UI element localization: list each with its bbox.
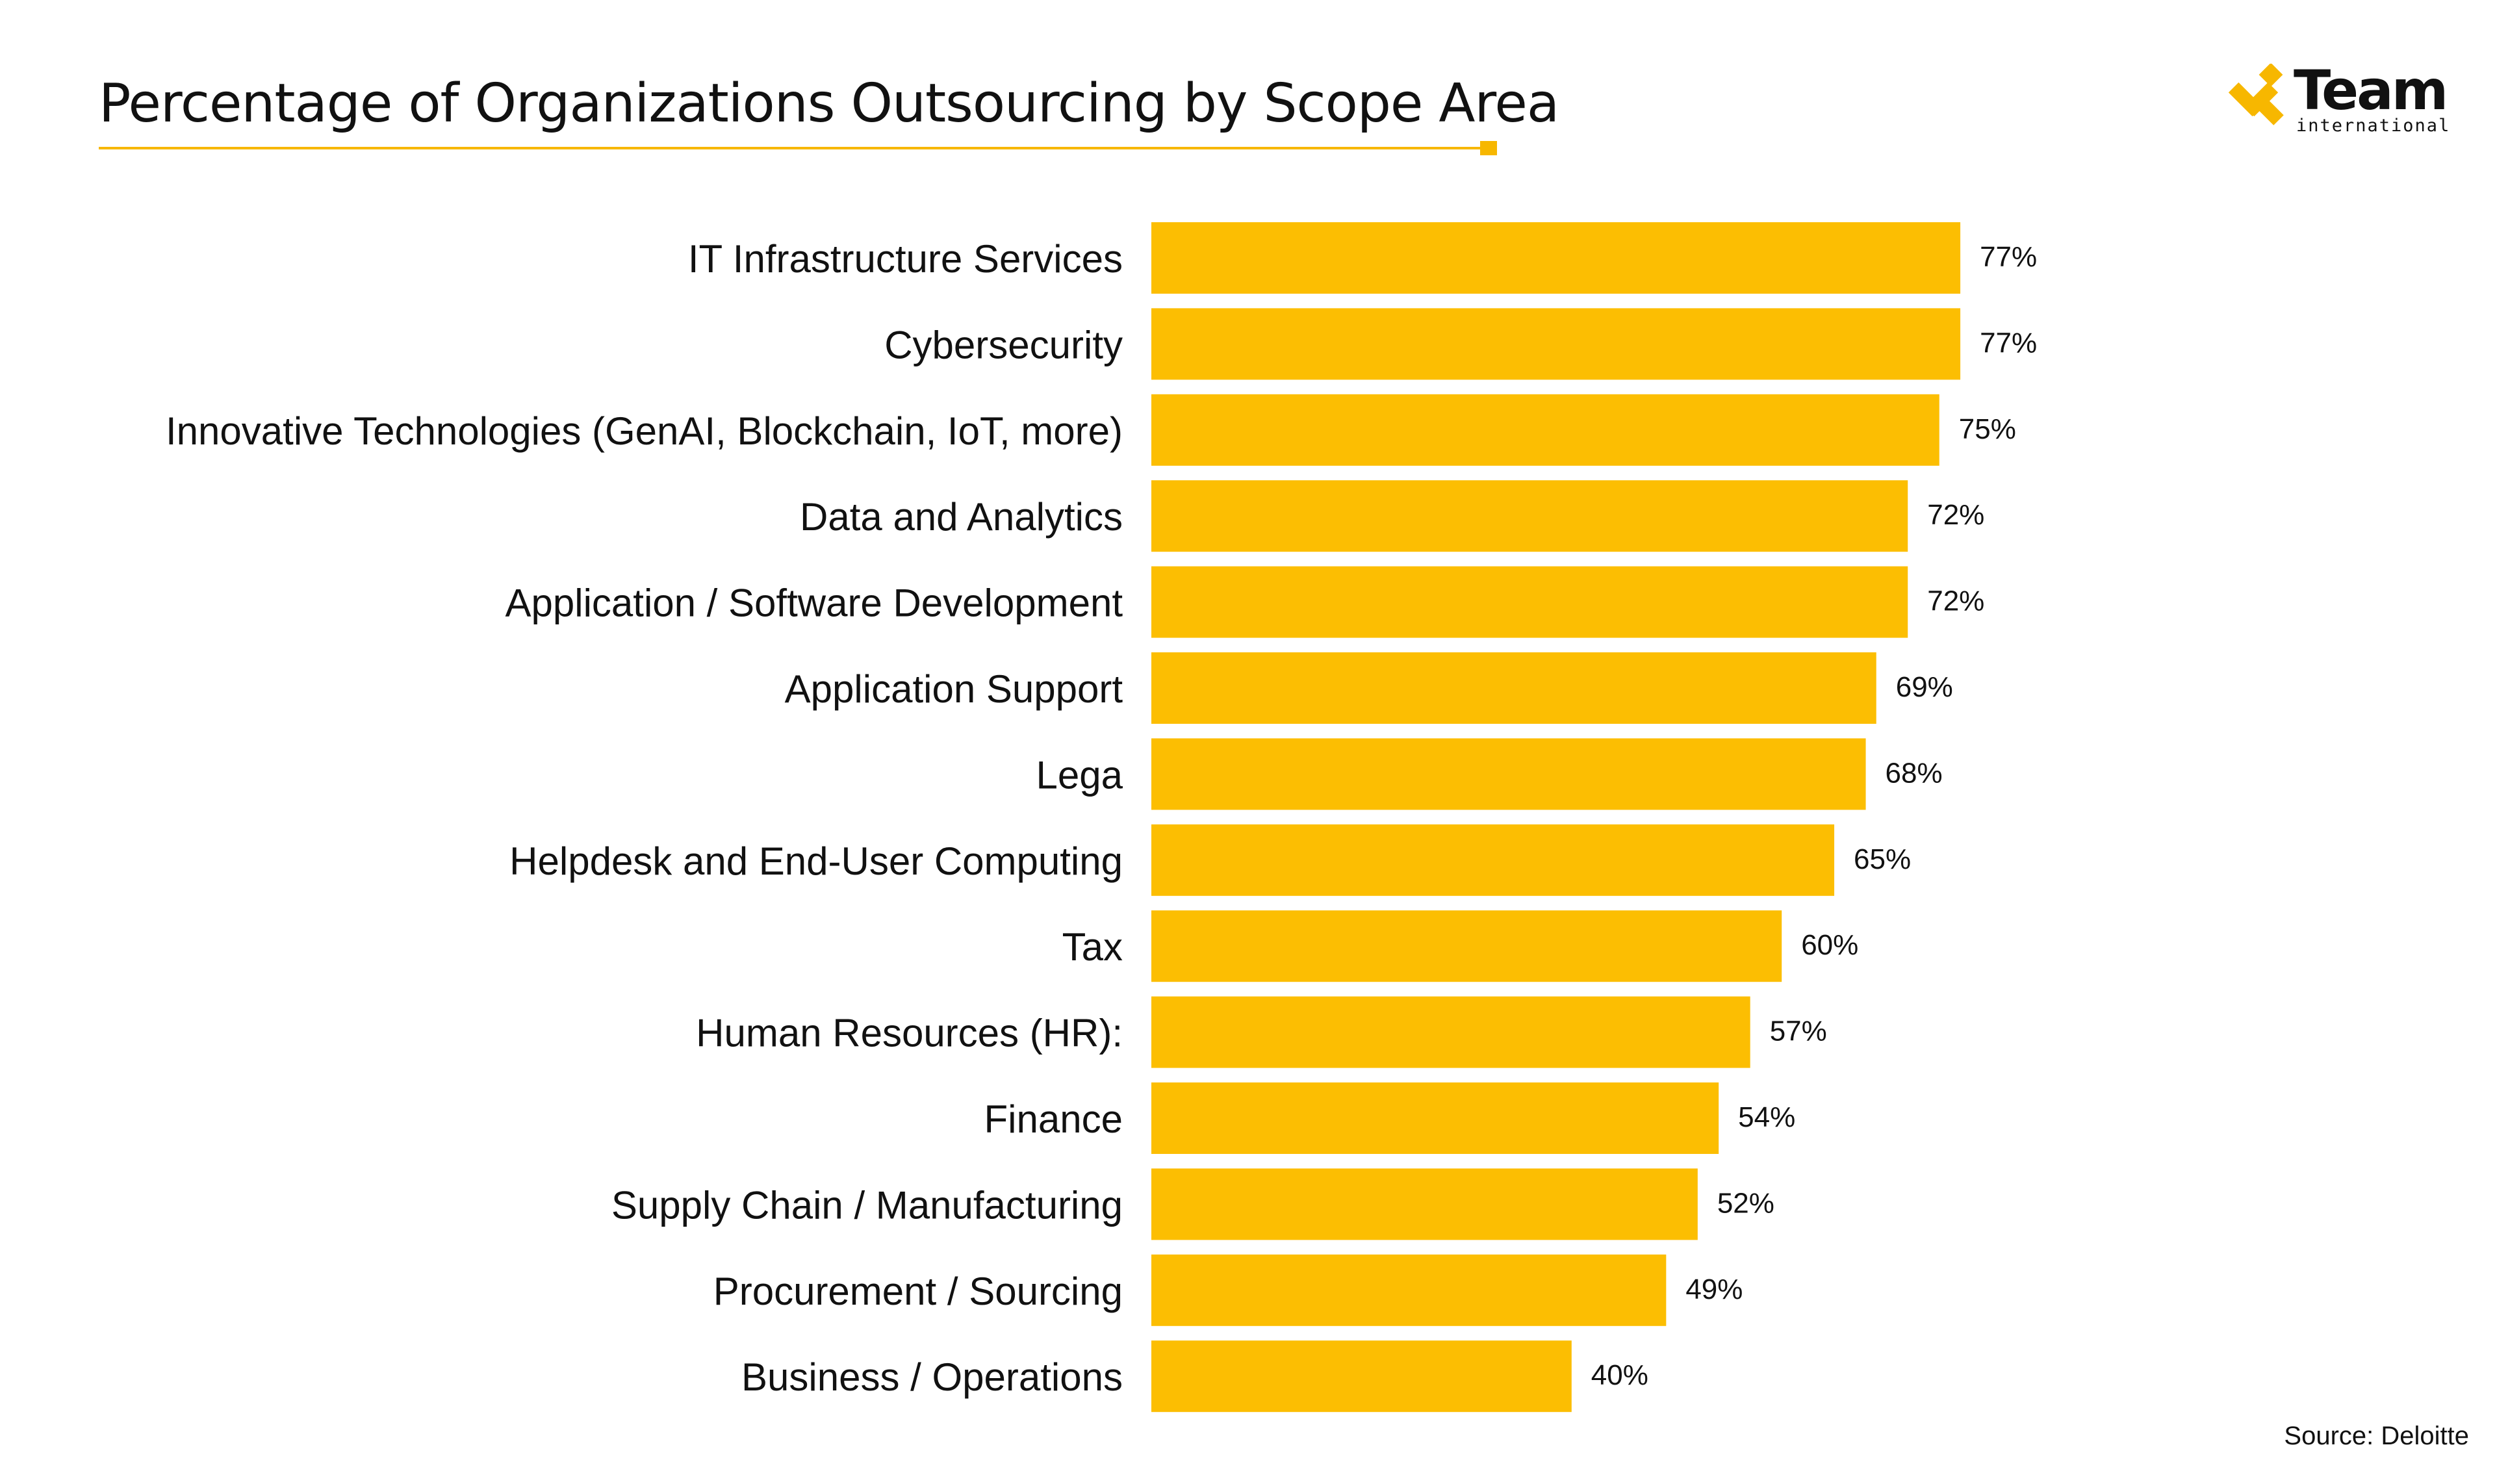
bar-2: [1151, 308, 1961, 380]
value-label-2: 77%: [1980, 327, 2037, 359]
bar-3: [1151, 394, 1939, 466]
value-label-10: 57%: [1770, 1016, 1827, 1047]
value-label-4: 72%: [1927, 499, 1984, 531]
source-note: Source: Deloitte: [2284, 1422, 2469, 1450]
chart-title: Percentage of Organizations Outsourcing …: [99, 73, 1559, 134]
logo-wordmark: Team: [2294, 58, 2448, 122]
bar-7: [1151, 738, 1866, 810]
category-label-11: Finance: [984, 1097, 1123, 1141]
bar-14: [1151, 1340, 1572, 1413]
category-label-3: Innovative Technologies (GenAI, Blockcha…: [166, 409, 1123, 453]
bar-1: [1151, 222, 1961, 294]
value-label-1: 77%: [1980, 241, 2037, 273]
value-label-14: 40%: [1591, 1359, 1648, 1391]
value-label-7: 68%: [1886, 757, 1943, 789]
category-label-6: Application Support: [785, 667, 1123, 711]
category-label-7: Lega: [1036, 753, 1123, 797]
value-label-12: 52%: [1717, 1187, 1774, 1219]
title-underline-marker: [1480, 141, 1497, 155]
category-label-10: Human Resources (HR):: [696, 1012, 1123, 1055]
category-label-4: Data and Analytics: [800, 495, 1123, 539]
category-label-12: Supply Chain / Manufacturing: [611, 1183, 1123, 1227]
bar-9: [1151, 910, 1782, 982]
bar-5: [1151, 566, 1908, 638]
category-label-8: Helpdesk and End-User Computing: [509, 839, 1123, 883]
category-label-5: Application / Software Development: [505, 582, 1123, 625]
title-underline: [99, 147, 1483, 149]
category-label-1: IT Infrastructure Services: [688, 237, 1123, 281]
bar-13: [1151, 1254, 1667, 1326]
value-label-11: 54%: [1738, 1101, 1795, 1133]
value-label-9: 60%: [1801, 929, 1858, 961]
bar-6: [1151, 652, 1876, 724]
category-label-13: Procurement / Sourcing: [713, 1270, 1123, 1313]
bar-8: [1151, 824, 1835, 896]
category-label-9: Tax: [1062, 925, 1123, 969]
category-label-2: Cybersecurity: [884, 323, 1123, 366]
bar-11: [1151, 1082, 1719, 1154]
value-label-8: 65%: [1854, 843, 1911, 875]
bar-10: [1151, 996, 1750, 1068]
value-label-5: 72%: [1927, 585, 1984, 617]
logo-tagline: international: [2296, 116, 2451, 136]
team-international-logo: Team international: [2222, 58, 2449, 136]
bar-12: [1151, 1168, 1698, 1240]
value-label-6: 69%: [1896, 671, 1953, 703]
value-label-13: 49%: [1685, 1273, 1743, 1305]
bar-4: [1151, 480, 1908, 552]
logo-x-icon: [2228, 62, 2284, 125]
value-label-3: 75%: [1959, 413, 2016, 445]
category-label-14: Business / Operations: [741, 1355, 1123, 1399]
